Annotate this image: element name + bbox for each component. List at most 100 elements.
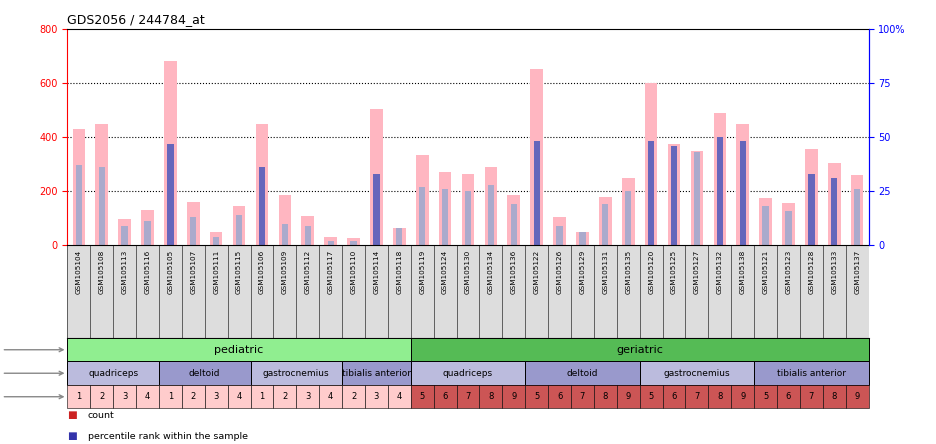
Text: 2: 2 (99, 392, 104, 401)
Bar (622, 178, 635, 245)
Bar (739, 141, 746, 245)
Bar (534, 141, 540, 245)
Bar (828, 163, 841, 245)
Bar (731, 385, 754, 408)
Bar (205, 385, 227, 408)
Bar (396, 228, 402, 245)
Bar (273, 385, 297, 408)
Text: ■: ■ (67, 410, 77, 420)
Bar (488, 185, 494, 245)
Bar (90, 385, 113, 408)
Bar (325, 237, 337, 245)
Text: age: age (0, 345, 63, 355)
Text: 2: 2 (351, 392, 357, 401)
Text: 6: 6 (671, 392, 677, 401)
Text: GSM105135: GSM105135 (625, 250, 631, 294)
Bar (823, 385, 846, 408)
Text: 9: 9 (625, 392, 631, 401)
Bar (854, 189, 860, 245)
Bar (737, 123, 749, 245)
Bar (594, 385, 617, 408)
Bar (342, 385, 365, 408)
Bar (685, 385, 709, 408)
Bar (461, 174, 475, 245)
Bar (831, 178, 838, 245)
Text: GSM105136: GSM105136 (511, 250, 517, 294)
Bar (602, 204, 608, 245)
Bar (256, 123, 269, 245)
Text: quadriceps: quadriceps (88, 369, 139, 378)
Bar (439, 172, 451, 245)
Bar (579, 232, 586, 245)
Bar (67, 361, 159, 385)
Bar (599, 197, 611, 245)
Text: 3: 3 (213, 392, 219, 401)
Bar (479, 385, 503, 408)
Text: 5: 5 (763, 392, 768, 401)
Text: 5: 5 (534, 392, 539, 401)
Bar (328, 241, 334, 245)
Bar (227, 385, 251, 408)
Text: GSM105114: GSM105114 (373, 250, 379, 294)
Bar (67, 338, 411, 361)
Text: GSM105107: GSM105107 (190, 250, 197, 294)
Bar (141, 210, 154, 245)
Text: geriatric: geriatric (616, 345, 663, 355)
Text: GSM105118: GSM105118 (396, 250, 402, 294)
Bar (251, 361, 342, 385)
Text: 2: 2 (191, 392, 196, 401)
Text: GSM105131: GSM105131 (603, 250, 608, 294)
Text: gastrocnemius: gastrocnemius (664, 369, 730, 378)
Text: GSM105132: GSM105132 (717, 250, 723, 294)
Text: 8: 8 (717, 392, 723, 401)
Text: 9: 9 (855, 392, 860, 401)
Text: GSM105133: GSM105133 (831, 250, 838, 294)
Bar (73, 129, 85, 245)
Text: GSM105109: GSM105109 (282, 250, 288, 294)
Text: GSM105115: GSM105115 (236, 250, 242, 294)
Bar (759, 198, 772, 245)
Text: GSM105125: GSM105125 (671, 250, 677, 294)
Bar (304, 226, 311, 245)
Bar (851, 175, 863, 245)
Bar (159, 385, 182, 408)
Text: deltoid: deltoid (189, 369, 221, 378)
Text: 7: 7 (695, 392, 699, 401)
Text: deltoid: deltoid (566, 369, 598, 378)
Text: count: count (88, 411, 115, 420)
Text: GSM105104: GSM105104 (76, 250, 81, 294)
Text: 2: 2 (283, 392, 287, 401)
Bar (144, 222, 151, 245)
Bar (617, 385, 639, 408)
Text: GSM105128: GSM105128 (809, 250, 814, 294)
Text: GSM105121: GSM105121 (763, 250, 768, 294)
Text: GSM105113: GSM105113 (122, 250, 127, 294)
Text: GSM105110: GSM105110 (351, 250, 357, 294)
Text: GSM105105: GSM105105 (168, 250, 173, 294)
Text: tibialis anterior: tibialis anterior (777, 369, 846, 378)
Text: 4: 4 (328, 392, 333, 401)
Text: 8: 8 (489, 392, 493, 401)
Text: 7: 7 (809, 392, 814, 401)
Bar (190, 217, 197, 245)
Bar (373, 174, 380, 245)
Bar (95, 123, 108, 245)
Bar (709, 385, 731, 408)
Bar (182, 385, 205, 408)
Bar (370, 109, 383, 245)
Bar (713, 113, 726, 245)
Bar (671, 146, 677, 245)
Text: GSM105126: GSM105126 (557, 250, 563, 294)
Text: 4: 4 (145, 392, 150, 401)
Text: 3: 3 (373, 392, 379, 401)
Text: 9: 9 (511, 392, 517, 401)
Text: individual: individual (0, 392, 63, 402)
Bar (168, 143, 173, 245)
Bar (777, 385, 800, 408)
Bar (393, 228, 405, 245)
Bar (159, 361, 251, 385)
Bar (342, 361, 411, 385)
Text: GSM105119: GSM105119 (419, 250, 425, 294)
Bar (411, 361, 525, 385)
Text: GSM105122: GSM105122 (534, 250, 540, 294)
